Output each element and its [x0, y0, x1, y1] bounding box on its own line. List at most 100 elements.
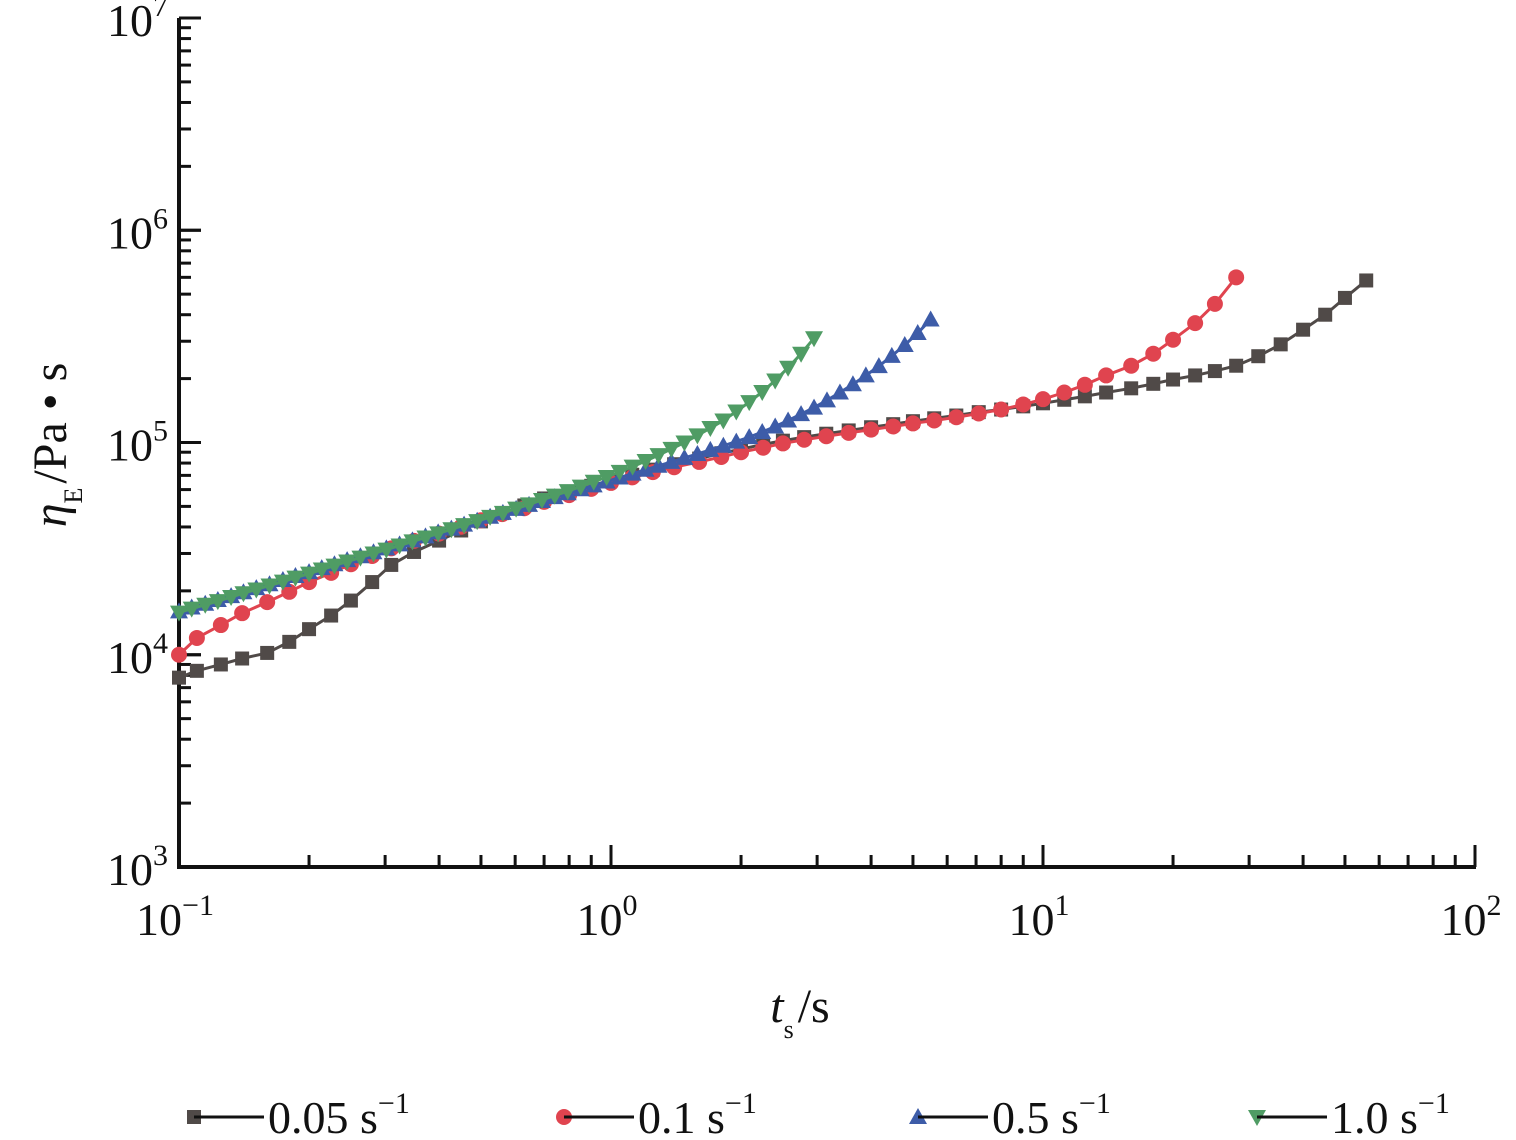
legend-label: 0.5 s−1: [992, 1087, 1111, 1140]
data-point: [259, 594, 276, 611]
data-point: [727, 432, 746, 449]
data-point: [286, 570, 305, 587]
data-point: [1251, 349, 1266, 364]
data-point: [713, 448, 730, 465]
data-point: [302, 622, 317, 637]
data-point: [1207, 364, 1222, 379]
data-point: [213, 657, 228, 672]
data-point: [753, 384, 772, 401]
data-point: [753, 423, 772, 440]
data-point: [1337, 290, 1352, 305]
data-point: [234, 605, 251, 622]
data-point: [701, 440, 720, 457]
data-point: [1318, 307, 1333, 322]
data-point: [662, 452, 681, 469]
legend-label-exponent: −1: [1079, 1087, 1111, 1120]
x-axis-unit: /s: [798, 980, 830, 1033]
legend-label-text: 0.5 s: [992, 1092, 1079, 1140]
data-point: [171, 646, 187, 663]
data-point: [520, 497, 539, 514]
data-point: [885, 418, 902, 435]
data-point: [805, 398, 824, 415]
legend-label-exponent: −1: [1418, 1087, 1450, 1120]
data-point: [904, 415, 921, 432]
data-point: [455, 518, 474, 535]
y-tick-base: 10: [107, 0, 153, 46]
legend-label: 0.05 s−1: [268, 1087, 410, 1140]
legend: 0.05 s−1 0.1 s−1 0.5 s−1 1.0 s−1: [187, 1087, 1450, 1140]
data-point: [623, 459, 642, 476]
data-point: [558, 484, 577, 501]
data-point: [390, 538, 409, 555]
data-point: [792, 346, 811, 363]
data-point: [926, 412, 943, 429]
series-0: [172, 273, 1374, 685]
data-point: [714, 436, 733, 453]
legend-item-3: 1.0 s−1: [1248, 1087, 1450, 1140]
data-point: [364, 546, 383, 563]
data-point: [281, 583, 298, 600]
y-tick-label: 107: [107, 0, 168, 46]
data-point: [688, 444, 707, 461]
y-tick-base: 10: [107, 632, 153, 683]
data-point: [869, 357, 888, 374]
x-axis-symbol: t: [770, 980, 785, 1033]
data-point: [1146, 376, 1161, 391]
data-point: [1123, 357, 1140, 374]
data-point: [1145, 345, 1162, 362]
legend-label-text: 0.05 s: [268, 1092, 378, 1140]
data-point: [1124, 381, 1139, 396]
data-point: [1228, 269, 1245, 286]
data-point: [208, 594, 227, 611]
data-point: [351, 550, 370, 567]
data-point: [597, 469, 616, 486]
data-point: [774, 435, 791, 452]
data-point: [882, 346, 901, 363]
data-point: [468, 514, 487, 531]
y-tick-exponent: 7: [153, 0, 168, 23]
data-point: [1165, 331, 1182, 348]
data-point: [429, 526, 448, 543]
data-point: [1056, 384, 1073, 401]
data-point: [442, 522, 461, 539]
legend-label: 0.1 s−1: [638, 1087, 757, 1140]
data-point: [507, 501, 526, 518]
data-point: [843, 375, 862, 392]
data-point: [584, 474, 603, 491]
data-point: [863, 421, 880, 438]
x-tick-label: 10−1: [136, 889, 214, 945]
data-point: [993, 401, 1010, 418]
data-point: [1077, 389, 1092, 404]
y-axis-ticks: [179, 16, 201, 869]
data-point: [662, 441, 681, 458]
data-point: [377, 542, 396, 559]
data-point: [818, 428, 835, 445]
data-point: [921, 310, 940, 327]
data-point: [796, 431, 813, 448]
data-point: [792, 405, 811, 422]
x-tick-label: 100: [577, 889, 638, 945]
data-point: [740, 395, 759, 412]
series-3: [170, 331, 824, 622]
legend-item-2: 0.5 s−1: [909, 1087, 1111, 1140]
data-point: [343, 593, 358, 608]
x-axis-ticks: [177, 845, 1477, 867]
data-point: [636, 454, 655, 471]
data-point: [300, 566, 319, 583]
series-line: [178, 279, 1368, 680]
data-point: [779, 360, 798, 377]
series-group: [170, 269, 1374, 685]
series-1: [171, 269, 1245, 663]
data-point: [1015, 396, 1032, 413]
data-point: [273, 574, 292, 591]
data-point: [610, 464, 629, 481]
x-tick-base: 10: [136, 894, 182, 945]
y-tick-exponent: 3: [153, 839, 168, 872]
data-point: [260, 645, 275, 660]
data-point: [338, 554, 357, 571]
data-point: [1187, 315, 1204, 332]
data-point: [247, 582, 266, 599]
y-tick-label: 103: [107, 839, 168, 895]
x-axis-subscript: s: [784, 1015, 794, 1044]
legend-label-exponent: −1: [725, 1087, 757, 1120]
